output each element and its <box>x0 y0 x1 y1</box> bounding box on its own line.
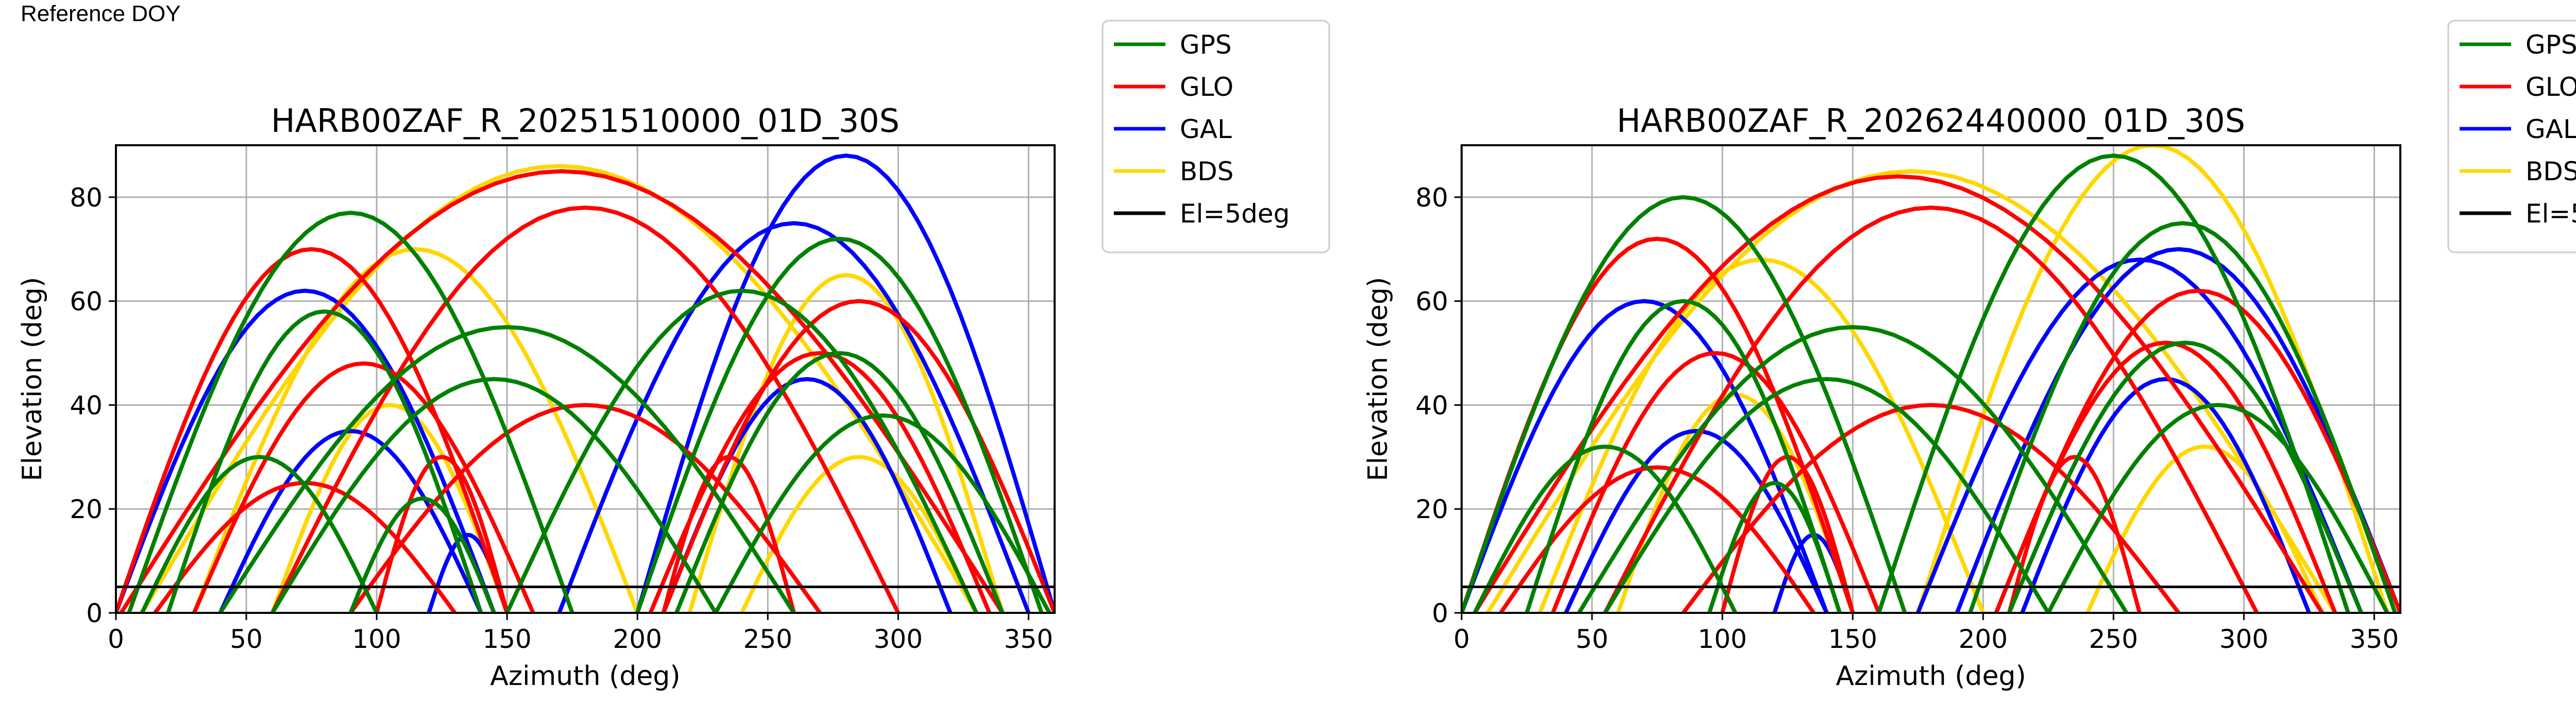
panel1-series-bds-track <box>687 273 1005 613</box>
panel2-series-gps-track <box>1968 221 2397 613</box>
panel2-series-glo-track <box>2007 455 2142 613</box>
panel2-series-gps-track <box>1577 325 2129 613</box>
panel2-series-glo-track <box>1472 174 2325 613</box>
panel2-legend-label-gps: GPS <box>2526 30 2576 60</box>
panel1-x-tick-label: 150 <box>482 624 531 654</box>
panel1-series-gps-track <box>348 496 496 613</box>
panel2-series-glo-track <box>1994 288 2400 613</box>
panel1-y-tick-label: 20 <box>70 494 103 524</box>
panel2-legend-label-bds: BDS <box>2526 157 2576 186</box>
panel1-series-bds-track <box>739 455 979 613</box>
panel1-legend-label-glo: GLO <box>1180 72 1233 102</box>
panel1-x-tick-label: 300 <box>874 624 923 654</box>
panel2-legend-label-el5deg: El=5deg <box>2526 199 2576 229</box>
panel1-series-glo-track <box>119 169 1005 613</box>
panel1-series-gps-track <box>714 413 1052 613</box>
panel2-y-tick-label: 20 <box>1415 494 1448 524</box>
panel2-y-tick-label: 60 <box>1415 287 1448 317</box>
panel2-x-tick-label: 50 <box>1575 624 1608 654</box>
panel2-x-tick-label: 0 <box>1453 624 1470 654</box>
panel2-series-gps-track <box>1876 153 2350 613</box>
panel2-series-gps-track <box>2046 403 2389 613</box>
panel2-series-gps-track <box>1462 195 1907 613</box>
panel1-legend-box <box>1101 20 1330 253</box>
panel2-x-tick-label: 100 <box>1698 624 1747 654</box>
panel1-series-glo-track <box>270 205 901 613</box>
panel2-x-tick-label: 300 <box>2219 624 2268 654</box>
panel1-series-gps-track <box>127 211 574 613</box>
panel1-y-tick-label: 80 <box>70 183 103 213</box>
panel2-series-gps-track <box>1603 376 2050 613</box>
panel2-series-glo-track <box>1681 403 2181 613</box>
panel2-x-tick-label: 200 <box>1959 624 2008 654</box>
panel1-legend-label-bds: BDS <box>1180 157 1234 186</box>
panel2-series-gal-track <box>1462 299 1829 613</box>
panel1-series-glo-track <box>661 455 796 613</box>
panel1-series-gps-track <box>218 325 796 613</box>
panel1-series-glo-track <box>116 247 510 613</box>
panel1-axes-frame <box>115 144 1056 614</box>
panel1-x-tick-label: 0 <box>108 624 124 654</box>
panel1-legend-label-el5deg: El=5deg <box>1180 199 1290 229</box>
panel2-series-gal-track <box>2020 376 2311 613</box>
panel1-series-glo-track <box>192 361 535 613</box>
panel2-series-gps-track <box>1707 481 1842 613</box>
panel2-x-tick-label: 250 <box>2089 624 2138 654</box>
panel1-chart-title: HARB00ZAF_R_20251510000_01D_30S <box>271 102 900 140</box>
panel1-series-glo-track <box>348 403 822 613</box>
panel1-series-gal-track <box>218 428 483 613</box>
panel2-y-axis-label: Elevation (deg) <box>1363 277 1394 482</box>
panel1-series-bds-track <box>192 247 640 613</box>
panel1-x-tick-label: 200 <box>613 624 662 654</box>
panel1-series-gps-track <box>674 351 1005 613</box>
panel2-y-tick-label: 40 <box>1415 390 1448 420</box>
panel1-legend-label-gps: GPS <box>1180 30 1232 60</box>
panel1-y-axis-label: Elevation (deg) <box>17 277 48 482</box>
panel1-series-gps-track <box>140 455 379 613</box>
panel2-chart-title: HARB00ZAF_R_20262440000_01D_30S <box>1617 102 2245 140</box>
panel2-legend-label-glo: GLO <box>2526 72 2576 102</box>
reference-doy-label: Reference DOY <box>21 1 181 26</box>
panel2-x-axis-label: Azimuth (deg) <box>1836 661 2026 692</box>
panel2-axes-frame <box>1461 144 2401 614</box>
panel1-series-glo-track <box>375 455 510 613</box>
panel1-series-gal-track <box>116 288 496 613</box>
panel2-legend-label-gal: GAL <box>2526 114 2576 144</box>
panel1-series-gps-track <box>270 376 718 613</box>
panel1-series-gal-track <box>635 153 1055 613</box>
panel1-series-gps-track <box>635 236 1044 613</box>
panel1-y-tick-label: 40 <box>70 390 103 420</box>
panel2-series-gal-track <box>1564 428 1829 613</box>
panel2-legend-box <box>2447 20 2576 253</box>
panel1-x-axis-label: Azimuth (deg) <box>490 661 680 692</box>
panel2-x-tick-label: 150 <box>1828 624 1877 654</box>
panel1-series-gps-track <box>166 309 483 613</box>
panel1-x-tick-label: 250 <box>743 624 792 654</box>
panel2-series-bds-track <box>2085 444 2325 613</box>
panel1-x-tick-label: 100 <box>352 624 401 654</box>
panel2-series-gal-track <box>1955 247 2400 613</box>
panel1-series-bds-track <box>270 403 510 613</box>
panel1-series-gps-track <box>505 288 979 613</box>
panel1-y-tick-label: 60 <box>70 287 103 317</box>
panel1-y-tick-label: 0 <box>86 598 103 628</box>
panel2-series-gps-track <box>1472 444 1738 613</box>
panel2-y-tick-label: 80 <box>1415 183 1448 213</box>
panel1-x-tick-label: 350 <box>1004 624 1053 654</box>
panel1-x-tick-label: 50 <box>230 624 263 654</box>
panel1-legend-label-gal: GAL <box>1180 114 1232 144</box>
panel2-y-tick-label: 0 <box>1432 598 1448 628</box>
panel2-x-tick-label: 350 <box>2350 624 2399 654</box>
panel2-series-glo-track <box>1498 465 1816 613</box>
